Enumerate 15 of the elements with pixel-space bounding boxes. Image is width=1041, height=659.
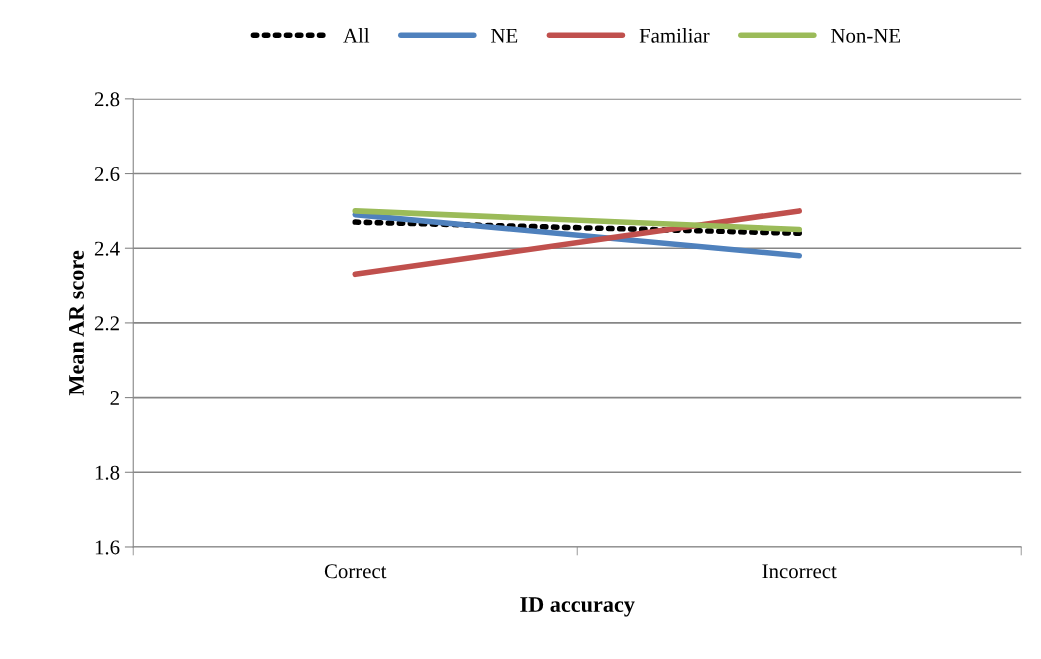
y-tick-label: 2.6 xyxy=(94,166,120,182)
legend-label: Non-NE xyxy=(831,28,901,43)
y-tick-label: 2.4 xyxy=(94,241,120,256)
y-tick-label: 2 xyxy=(110,391,119,405)
y-tick-label: 2.2 xyxy=(94,316,119,331)
x-axis-title: ID accuracy xyxy=(520,597,635,617)
legend-label: NE xyxy=(491,28,518,43)
legend-label: All xyxy=(343,28,370,43)
y-axis-title: Mean AR score xyxy=(69,250,84,396)
y-tick-label: 2.8 xyxy=(94,92,120,107)
y-tick-label: 1.6 xyxy=(95,540,120,555)
x-tick-label: Correct xyxy=(324,564,387,579)
legend-label: Familiar xyxy=(639,28,710,43)
x-tick-label: Incorrect xyxy=(762,564,837,579)
y-tick-label: 1.8 xyxy=(95,465,120,480)
